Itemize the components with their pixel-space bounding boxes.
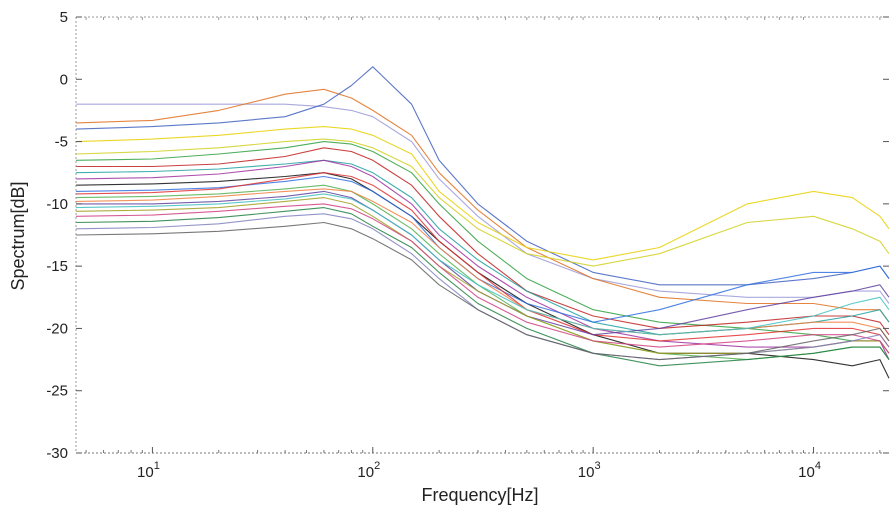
y-tick-label: -30 bbox=[46, 445, 68, 462]
series-line-14 bbox=[75, 188, 890, 342]
y-tick-label: 5 bbox=[60, 9, 68, 26]
y-axis-label: Spectrum[dB] bbox=[8, 181, 28, 290]
series-line-21 bbox=[75, 221, 890, 361]
ticks-layer: 5 0 -5 -10 -15 -20 -25 -30 101 102 103 104 bbox=[46, 9, 889, 481]
series-line-16 bbox=[75, 193, 890, 336]
y-tick-label: 0 bbox=[60, 71, 68, 88]
series-line-6 bbox=[75, 141, 890, 354]
series-layer bbox=[75, 66, 890, 379]
y-tick-label: -25 bbox=[46, 383, 68, 400]
y-tick-label: -20 bbox=[46, 320, 68, 337]
y-tick-label: -10 bbox=[46, 196, 68, 213]
x-axis-label: Frequency[Hz] bbox=[421, 485, 538, 505]
series-line-3 bbox=[75, 66, 890, 286]
series-line-12 bbox=[75, 172, 890, 348]
axes-layer bbox=[75, 16, 889, 454]
series-line-20 bbox=[75, 213, 890, 361]
x-tick-label: 102 bbox=[357, 460, 380, 481]
series-line-19 bbox=[75, 207, 890, 367]
series-line-8 bbox=[75, 159, 890, 336]
x-tick-label: 104 bbox=[798, 460, 821, 481]
series-line-2 bbox=[75, 88, 890, 323]
series-line-15 bbox=[76, 190, 890, 336]
y-tick-label: -5 bbox=[55, 134, 68, 151]
series-line-4 bbox=[75, 126, 890, 261]
y-tick-label: -15 bbox=[46, 258, 68, 275]
series-line-5 bbox=[75, 138, 890, 267]
series-line-7 bbox=[76, 147, 890, 336]
x-tick-label: 103 bbox=[578, 460, 601, 481]
series-line-18 bbox=[75, 203, 890, 354]
x-tick-label: 101 bbox=[137, 460, 160, 481]
